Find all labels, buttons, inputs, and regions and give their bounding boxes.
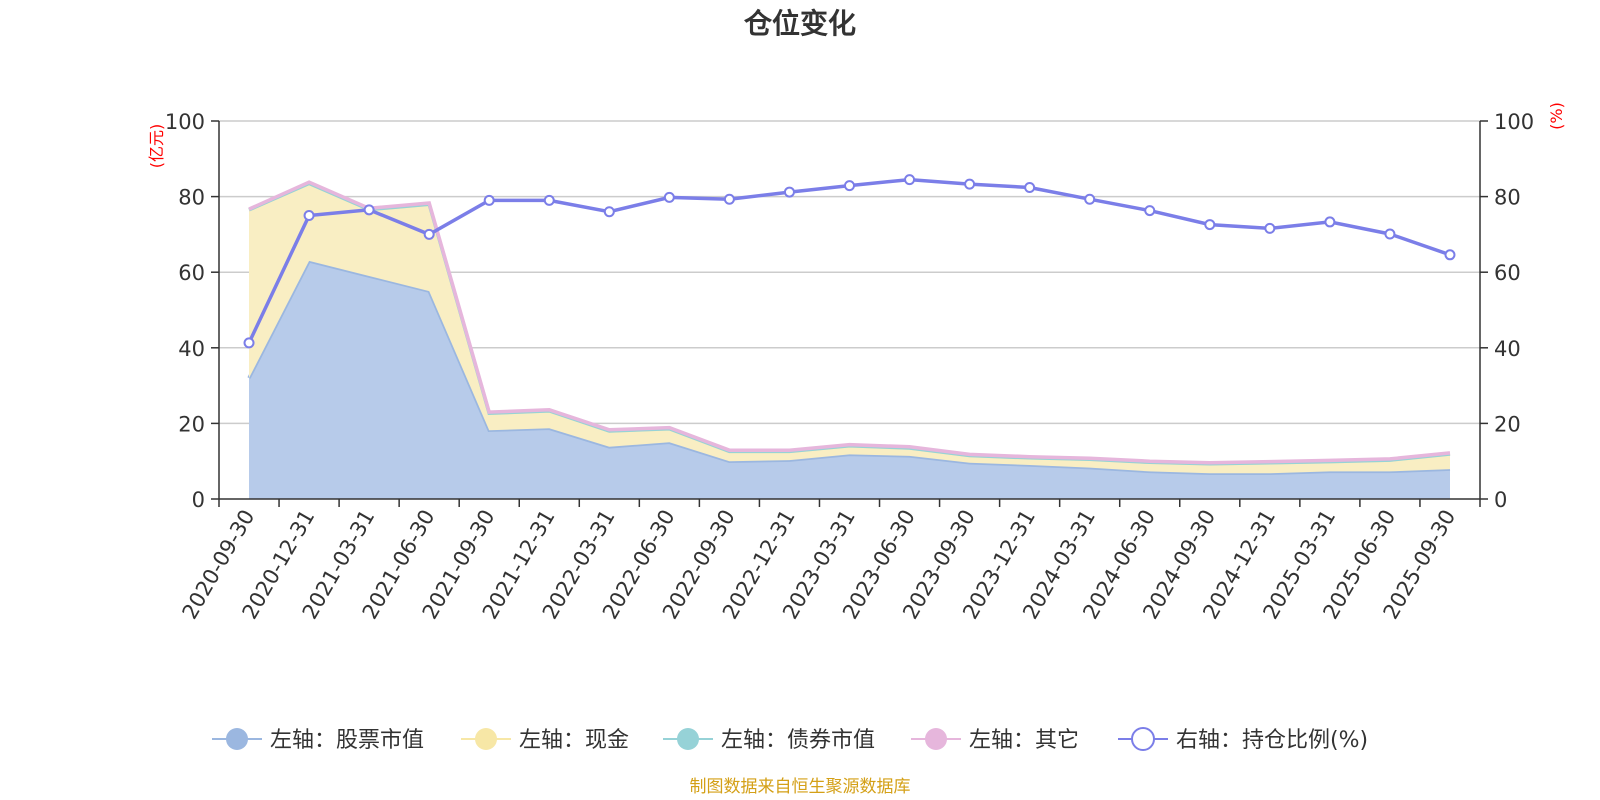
right-y-tick-label: 60 <box>1494 261 1521 285</box>
holding-ratio-point <box>723 193 735 205</box>
legend-item: 左轴：债券市值 <box>663 728 875 753</box>
holding-ratio-point <box>423 228 435 240</box>
holding-ratio-point <box>663 191 675 203</box>
legend-label: 左轴：现金 <box>519 728 629 753</box>
legend-marker <box>925 728 947 750</box>
legend-marker <box>1131 727 1155 751</box>
legend-label: 右轴：持仓比例(%) <box>1176 728 1368 753</box>
left-y-tick-label: 100 <box>165 110 205 134</box>
left-y-tick-label: 20 <box>178 412 205 436</box>
holding-ratio-point <box>603 206 615 218</box>
data-source-footer: 制图数据来自恒生聚源数据库 <box>690 777 911 797</box>
holding-ratio-point <box>1264 222 1276 234</box>
legend: 左轴：股票市值 左轴：现金 左轴：债券市值 左轴：其它 右轴：持仓比例(%) <box>212 727 1368 753</box>
holding-ratio-point <box>1204 219 1216 231</box>
holding-ratio-point <box>904 174 916 186</box>
holding-ratio-point <box>1444 249 1456 261</box>
legend-item: 右轴：持仓比例(%) <box>1118 727 1368 753</box>
left-y-tick-label: 60 <box>178 261 205 285</box>
holding-ratio-point <box>243 337 255 349</box>
left-y-tick-label: 80 <box>178 186 205 210</box>
holding-ratio-point <box>783 186 795 198</box>
legend-item: 左轴：股票市值 <box>212 728 424 753</box>
holding-ratio-point <box>1084 193 1096 205</box>
right-y-tick-label: 80 <box>1494 186 1521 210</box>
legend-label: 左轴：其它 <box>969 728 1079 753</box>
area-左轴：股票市值 <box>249 260 1450 499</box>
right-y-tick-label: 20 <box>1494 412 1521 436</box>
holding-ratio-point <box>363 204 375 216</box>
area-line-左轴：其它 <box>248 180 1451 465</box>
holding-ratio-point <box>543 194 555 206</box>
chart-title: 仓位变化 <box>744 7 856 40</box>
legend-item: 左轴：现金 <box>461 728 629 753</box>
left-y-tick-label: 0 <box>192 488 205 512</box>
legend-marker <box>226 728 248 750</box>
holding-ratio-point <box>1144 205 1156 217</box>
legend-marker <box>475 728 497 750</box>
legend-marker <box>677 728 699 750</box>
holding-ratio-point <box>964 178 976 190</box>
holding-ratio-point <box>1384 228 1396 240</box>
holding-ratio-point <box>1324 216 1336 228</box>
holding-ratio-series <box>243 174 1456 349</box>
legend-item: 左轴：其它 <box>911 728 1079 753</box>
legend-label: 左轴：债券市值 <box>721 728 875 753</box>
holding-ratio-point <box>844 180 855 192</box>
right-y-tick-label: 100 <box>1494 110 1534 134</box>
left-y-tick-label: 40 <box>178 337 205 361</box>
right-axis-unit: (%) <box>1547 102 1566 130</box>
holding-ratio-point <box>1024 182 1036 194</box>
right-y-tick-label: 0 <box>1494 488 1507 512</box>
holding-ratio-point <box>483 194 495 206</box>
left-axis-unit: (亿元) <box>147 124 166 169</box>
right-y-tick-label: 40 <box>1494 337 1521 361</box>
holding-ratio-point <box>303 210 315 221</box>
legend-label: 左轴：股票市值 <box>270 728 424 753</box>
